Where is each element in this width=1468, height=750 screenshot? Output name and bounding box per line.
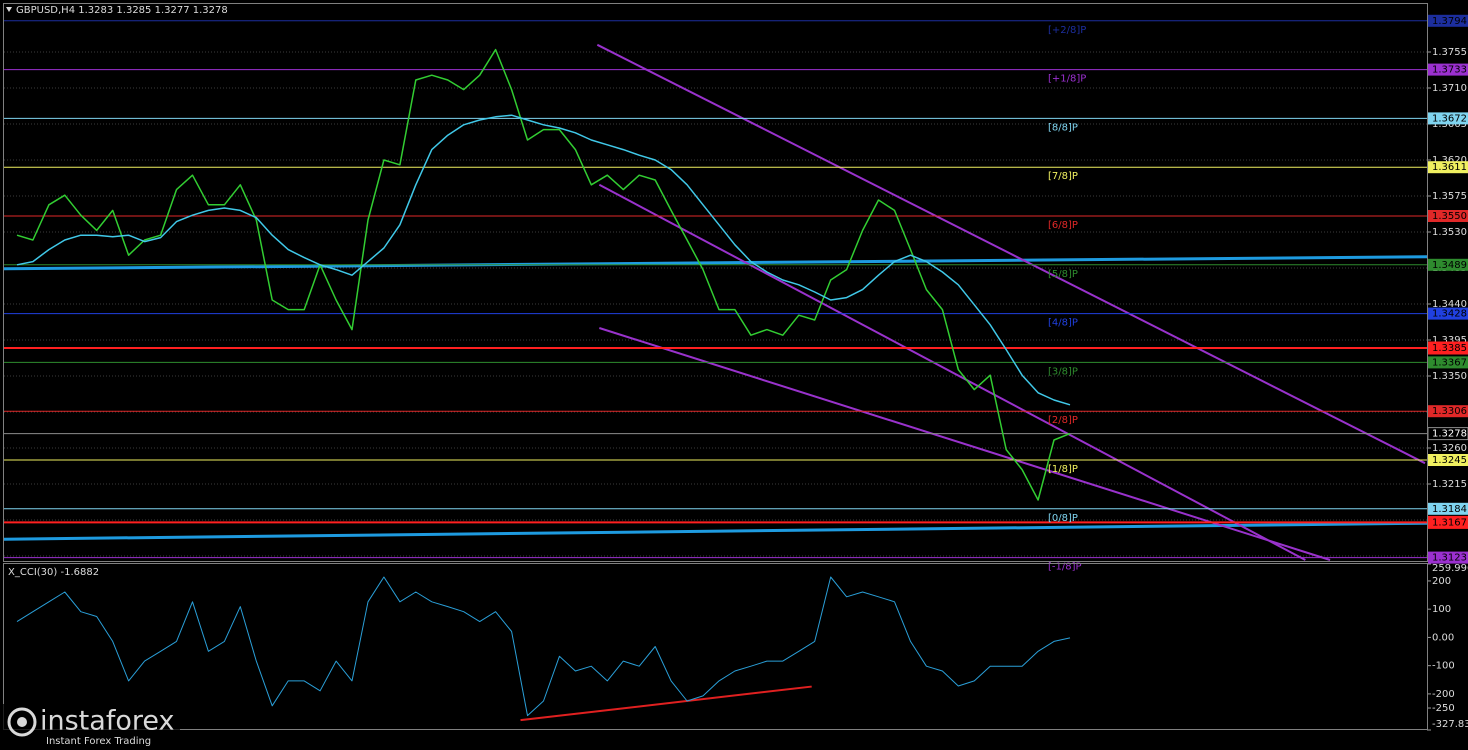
price-box-label: 1.3611 xyxy=(1432,162,1467,173)
price-box-label: 1.3672 xyxy=(1432,113,1467,124)
murray-level-name: [7/8]P xyxy=(1048,171,1078,182)
price-box xyxy=(1428,14,1468,27)
y-tick-label: -250 xyxy=(1432,703,1455,714)
price-box xyxy=(1428,63,1468,76)
price-box-label: 1.3794 xyxy=(1432,16,1467,27)
murray-level-name: [6/8]P xyxy=(1048,220,1078,231)
price-line xyxy=(16,48,1071,501)
overlay-line xyxy=(599,327,1331,561)
murray-level-name: [2/8]P xyxy=(1048,415,1078,426)
y-tick-label: 259.9969 xyxy=(1432,563,1468,574)
price-box xyxy=(1428,210,1468,222)
indicator-title: X_CCI(30) -1.6882 xyxy=(8,567,99,578)
y-tick-label: 200 xyxy=(1432,576,1451,587)
murray-level-name: [0/8]P xyxy=(1048,513,1078,524)
watermark-brand: instaforex xyxy=(40,706,174,737)
series-layer xyxy=(16,48,1071,717)
y-tick-label: 1.3530 xyxy=(1432,227,1467,238)
price-box xyxy=(1428,112,1468,125)
price-box-label: 1.3489 xyxy=(1432,260,1467,271)
y-tick-label: 1.3755 xyxy=(1432,47,1467,58)
watermark-icon xyxy=(7,707,37,737)
y-tick-label: -200 xyxy=(1432,689,1455,700)
murray-level-name: [+2/8]P xyxy=(1048,25,1086,36)
y-tick-label: 1.3350 xyxy=(1432,371,1467,382)
overlay-line xyxy=(598,183,1306,561)
price-box-label: 1.3123 xyxy=(1432,553,1467,564)
labels-layer: 1.31251.31701.32151.32601.33051.33501.33… xyxy=(1048,14,1468,730)
price-box xyxy=(1428,405,1468,418)
price-box xyxy=(1428,161,1468,174)
y-tick-label: 1.3260 xyxy=(1432,443,1467,454)
y-tick-label: 1.3575 xyxy=(1432,191,1467,202)
price-box-label: 1.3167 xyxy=(1432,517,1467,528)
overlay-line xyxy=(596,43,1426,465)
overlay-line xyxy=(520,685,812,722)
y-tick-label: 1.3665 xyxy=(1432,119,1467,130)
price-box-label: 1.3245 xyxy=(1432,455,1467,466)
watermark-tagline: Instant Forex Trading xyxy=(46,736,151,747)
price-box-label: 1.3184 xyxy=(1432,504,1467,515)
murray-level-name: [+1/8]P xyxy=(1048,74,1086,85)
y-tick-label: 1.3395 xyxy=(1432,335,1467,346)
watermark-icon-dot xyxy=(17,717,27,727)
menu-triangle xyxy=(6,7,12,12)
watermark: instaforex Instant Forex Trading xyxy=(0,704,180,750)
murray-level-name: [-1/8]P xyxy=(1048,562,1082,573)
price-box-label: 1.3306 xyxy=(1432,406,1467,417)
price-box xyxy=(1428,551,1468,564)
murray-level-name: [1/8]P xyxy=(1048,464,1078,475)
main-panel-frame xyxy=(3,3,1428,562)
price-box xyxy=(1428,454,1468,466)
y-tick-label: 1.3215 xyxy=(1432,479,1467,490)
grid-layer xyxy=(4,51,1431,731)
murray-level-name: [3/8]P xyxy=(1048,366,1078,377)
murray-level-name: [5/8]P xyxy=(1048,269,1078,280)
price-box-label: 1.3278 xyxy=(1432,429,1467,440)
y-tick-label: -100 xyxy=(1432,661,1455,672)
y-tick-label: 1.3620 xyxy=(1432,155,1467,166)
y-tick-label: 1.3710 xyxy=(1432,83,1467,94)
lines-layer xyxy=(3,20,1428,722)
price-box xyxy=(1428,258,1468,271)
y-tick-label: -327.832 xyxy=(1432,719,1468,730)
price-box xyxy=(1428,356,1468,369)
price-box xyxy=(1428,307,1468,320)
price-line xyxy=(16,576,1071,717)
price-box-label: 1.3385 xyxy=(1432,343,1467,354)
murray-level-name: [8/8]P xyxy=(1048,122,1078,133)
price-box-label: 1.3367 xyxy=(1432,357,1467,368)
price-box-label: 1.3428 xyxy=(1432,309,1467,320)
price-box xyxy=(1428,502,1468,515)
murray-level-name: [4/8]P xyxy=(1048,318,1078,329)
price-box-label: 1.3733 xyxy=(1432,65,1467,76)
price-box-label: 1.3550 xyxy=(1432,211,1467,222)
cci-panel-frame xyxy=(3,563,1428,730)
price-line xyxy=(16,114,1071,406)
y-tick-label: 100 xyxy=(1432,604,1451,615)
y-tick-label: 0.00 xyxy=(1432,632,1454,643)
overlay-line xyxy=(3,521,1428,541)
overlay-line xyxy=(3,255,1428,271)
chart-title: GBPUSD,H4 1.3283 1.3285 1.3277 1.3278 xyxy=(16,5,228,16)
y-tick-label: 1.3440 xyxy=(1432,299,1467,310)
